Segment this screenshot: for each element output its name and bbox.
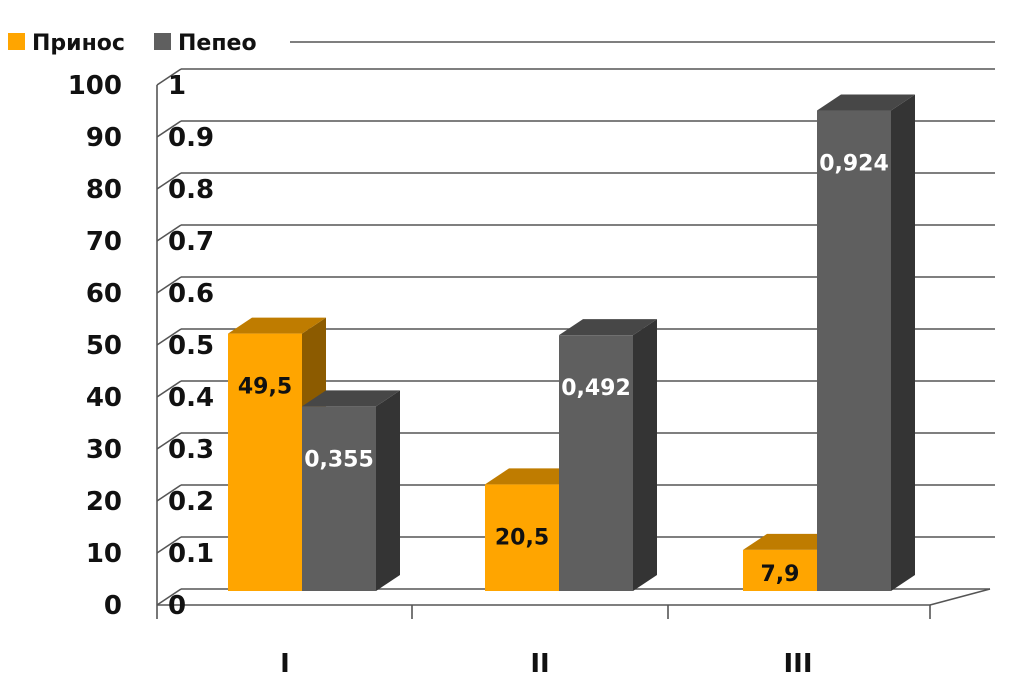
right-tick-label: 1 [168, 71, 186, 101]
gridline-wall-5 [156, 328, 182, 346]
left-axis-ticks: 0 10 20 30 40 50 60 70 80 90 100 [68, 71, 122, 621]
left-tick-label: 90 [86, 123, 122, 153]
right-tick-label: 0.6 [168, 279, 214, 309]
right-tick-label: 0 [168, 591, 186, 621]
right-axis-ticks: 0 0.1 0.2 0.3 0.4 0.5 0.6 0.7 0.8 0.9 1 [168, 71, 214, 621]
right-tick-label: 0.9 [168, 123, 214, 153]
bar-front [228, 333, 302, 591]
bar-top [559, 319, 657, 336]
gridline-wall-3 [156, 432, 182, 450]
category-label: I [280, 649, 290, 679]
bar-Пепео-I: 0,355 [302, 390, 400, 591]
left-tick-label: 10 [86, 539, 122, 569]
left-tick-label: 20 [86, 487, 122, 517]
legend-swatch [8, 33, 25, 50]
legend-swatch [154, 33, 171, 50]
right-tick-label: 0.8 [168, 175, 214, 205]
left-tick-label: 30 [86, 435, 122, 465]
floor-right-edge [929, 588, 991, 606]
bar-top [485, 468, 583, 485]
legend: Принос Пепео [8, 31, 257, 56]
left-tick-label: 50 [86, 331, 122, 361]
gridline-wall-10 [156, 68, 182, 86]
left-tick-label: 70 [86, 227, 122, 257]
gridline-wall-0 [156, 588, 182, 606]
gridline-wall-6 [156, 276, 182, 294]
gridline-wall-8 [156, 172, 182, 190]
category-label: III [783, 649, 812, 679]
bar-front [743, 549, 817, 591]
left-tick-label: 80 [86, 175, 122, 205]
gridline-wall-2 [156, 484, 182, 502]
right-tick-label: 0.7 [168, 227, 214, 257]
left-tick-label: 100 [68, 71, 122, 101]
data-label: 20,5 [495, 525, 549, 550]
right-tick-label: 0.3 [168, 435, 214, 465]
bar-Пепео-III: 0,924 [817, 94, 915, 592]
bar-top [817, 94, 915, 111]
right-tick-label: 0.4 [168, 383, 214, 413]
bar-front [559, 335, 633, 591]
data-label: 0,355 [304, 447, 374, 472]
bar-front [485, 484, 559, 591]
bar-top [302, 390, 400, 407]
category-labels: I II III [280, 649, 812, 679]
right-tick-label: 0.5 [168, 331, 214, 361]
bar-top [228, 317, 326, 334]
gridline-wall-9 [156, 120, 182, 138]
data-label: 0,924 [819, 152, 889, 177]
right-tick-label: 0.1 [168, 539, 214, 569]
left-tick-label: 0 [104, 591, 122, 621]
bar-front [817, 110, 891, 592]
left-tick-label: 60 [86, 279, 122, 309]
legend-label: Принос [32, 31, 125, 56]
bar-side [376, 390, 400, 591]
data-label: 7,9 [761, 562, 800, 587]
category-label: II [530, 649, 549, 679]
left-tick-label: 40 [86, 383, 122, 413]
data-label: 49,5 [238, 375, 292, 400]
data-label: 0,492 [561, 376, 631, 401]
bars: 49,5 0,355 20,5 0,492 7,9 0,924 [228, 94, 915, 592]
bar-side [633, 319, 657, 591]
right-tick-label: 0.2 [168, 487, 214, 517]
bar-side [891, 94, 915, 592]
legend-label: Пепео [178, 31, 257, 56]
bar-top [743, 533, 841, 550]
gridline-wall-7 [156, 224, 182, 242]
gridline-wall-1 [156, 536, 182, 554]
bar-Пепео-II: 0,492 [559, 319, 657, 591]
gridline-wall-4 [156, 380, 182, 398]
bar-front [302, 406, 376, 591]
